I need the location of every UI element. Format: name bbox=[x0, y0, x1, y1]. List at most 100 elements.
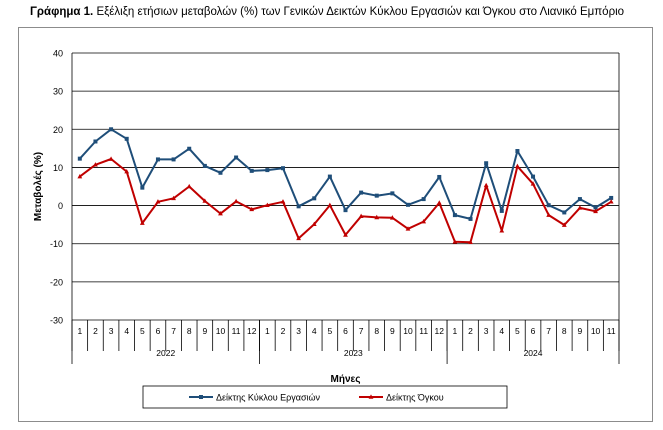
x-tick-label: 6 bbox=[156, 326, 161, 336]
data-point bbox=[171, 195, 176, 201]
y-tick-label: -20 bbox=[50, 277, 63, 287]
x-tick-label: 5 bbox=[515, 326, 520, 336]
chart-frame bbox=[18, 27, 653, 422]
data-point bbox=[155, 199, 161, 204]
data-point bbox=[124, 136, 129, 141]
legend-label: Δείκτης Κύκλου Εργασιών bbox=[216, 393, 321, 403]
data-point bbox=[452, 239, 458, 244]
data-point bbox=[77, 156, 82, 161]
data-point bbox=[218, 210, 223, 216]
year-label: 2023 bbox=[344, 348, 363, 358]
x-tick-label: 5 bbox=[328, 326, 333, 336]
data-point bbox=[171, 157, 176, 162]
x-tick-label: 2 bbox=[93, 326, 98, 336]
data-point bbox=[93, 162, 98, 167]
data-point bbox=[264, 202, 270, 207]
data-point bbox=[296, 235, 302, 241]
data-point bbox=[531, 174, 536, 179]
data-point bbox=[327, 174, 332, 179]
data-point bbox=[93, 139, 98, 144]
data-point bbox=[374, 214, 380, 220]
data-point bbox=[593, 208, 598, 214]
legend-label: Δείκτης Όγκου bbox=[386, 393, 444, 403]
x-tick-label: 1 bbox=[265, 326, 270, 336]
data-point bbox=[546, 212, 552, 217]
data-point bbox=[499, 228, 505, 233]
data-point bbox=[327, 202, 333, 207]
data-point bbox=[609, 195, 614, 200]
data-point bbox=[515, 149, 520, 154]
legend-marker bbox=[368, 394, 374, 399]
data-point bbox=[265, 168, 270, 173]
data-point bbox=[577, 205, 583, 210]
x-tick-label: 11 bbox=[419, 326, 428, 336]
legend-marker bbox=[199, 395, 203, 399]
x-tick-label: 10 bbox=[216, 326, 226, 336]
data-point bbox=[406, 202, 411, 207]
data-point bbox=[187, 146, 192, 151]
data-point bbox=[77, 173, 83, 179]
x-tick-label: 9 bbox=[390, 326, 395, 336]
data-point bbox=[358, 213, 364, 219]
x-tick-label: 10 bbox=[403, 326, 413, 336]
x-tick-label: 5 bbox=[140, 326, 145, 336]
x-tick-label: 8 bbox=[374, 326, 379, 336]
x-tick-label: 9 bbox=[202, 326, 207, 336]
data-point bbox=[608, 199, 614, 204]
legend-box bbox=[142, 385, 508, 409]
x-axis-title: Μήνες bbox=[331, 374, 361, 385]
x-tick-label: 4 bbox=[124, 326, 129, 336]
x-tick-label: 1 bbox=[453, 326, 458, 336]
data-point bbox=[374, 193, 379, 198]
data-point bbox=[390, 191, 395, 196]
x-tick-label: 9 bbox=[578, 326, 583, 336]
data-point bbox=[468, 216, 473, 221]
data-point bbox=[233, 198, 239, 204]
data-point bbox=[234, 155, 239, 160]
data-point bbox=[155, 157, 160, 162]
x-tick-label: 4 bbox=[499, 326, 504, 336]
data-point bbox=[296, 204, 301, 209]
x-tick-label: 8 bbox=[562, 326, 567, 336]
data-point bbox=[343, 208, 348, 213]
year-label: 2024 bbox=[524, 348, 543, 358]
data-point bbox=[108, 156, 114, 161]
x-tick-label: 11 bbox=[232, 326, 241, 336]
data-point bbox=[421, 197, 426, 202]
data-point bbox=[311, 221, 317, 227]
data-point bbox=[562, 210, 567, 215]
data-point bbox=[593, 205, 598, 210]
figure-title: Εξέλιξη ετήσιων μεταβολών (%) των Γενικώ… bbox=[96, 6, 625, 18]
x-tick-label: 1 bbox=[77, 326, 82, 336]
data-point bbox=[436, 200, 442, 205]
y-tick-label: -10 bbox=[50, 239, 63, 249]
x-tick-label: 12 bbox=[435, 326, 445, 336]
data-point bbox=[546, 203, 551, 208]
data-point bbox=[109, 127, 114, 132]
figure-label: Γράφημα 1. bbox=[30, 6, 94, 18]
x-tick-label: 8 bbox=[187, 326, 192, 336]
series-line-2 bbox=[79, 158, 612, 244]
x-tick-label: 12 bbox=[247, 326, 257, 336]
data-point bbox=[312, 196, 317, 201]
y-axis-title: Μεταβολές (%) bbox=[33, 152, 44, 221]
x-tick-label: 6 bbox=[343, 326, 348, 336]
y-tick-label: -30 bbox=[50, 316, 63, 326]
data-point bbox=[499, 208, 504, 213]
data-point bbox=[452, 213, 457, 218]
x-tick-label: 6 bbox=[531, 326, 536, 336]
x-tick-label: 3 bbox=[109, 326, 114, 336]
data-point bbox=[202, 198, 208, 203]
data-point bbox=[249, 168, 254, 173]
data-point bbox=[124, 169, 130, 174]
data-point bbox=[186, 183, 192, 189]
x-tick-label: 10 bbox=[591, 326, 601, 336]
data-point bbox=[561, 222, 567, 227]
data-point bbox=[359, 190, 364, 195]
data-point bbox=[140, 185, 145, 190]
data-point bbox=[343, 232, 348, 237]
x-tick-label: 2 bbox=[281, 326, 286, 336]
x-tick-label: 11 bbox=[607, 326, 616, 336]
y-tick-label: 0 bbox=[58, 201, 63, 211]
